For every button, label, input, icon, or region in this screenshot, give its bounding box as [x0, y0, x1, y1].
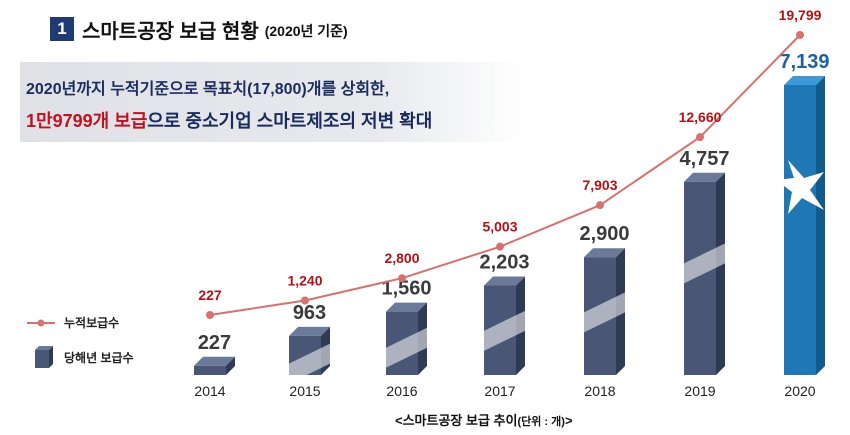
bar-top-2015 — [289, 326, 330, 336]
x-tick-label-2019: 2019 — [684, 383, 715, 399]
line-point-2016 — [398, 274, 406, 283]
legend-label-cumulative: 누적보급수 — [64, 316, 120, 330]
bar-label-2014: 227 — [198, 332, 231, 354]
line-point-2020 — [796, 31, 804, 39]
caption-close: > — [564, 413, 573, 428]
bar-label-2016: 1,560 — [381, 278, 431, 300]
highlight-rest: 으로 중소기업 스마트제조의 저변 확대 — [147, 111, 433, 131]
bar-top-2018 — [584, 248, 625, 258]
highlight-line-1: 2020년까지 누적기준으로 목표치(17,800)개를 상회한, — [26, 81, 390, 98]
bar-label-2019: 4,757 — [679, 148, 729, 170]
bar-label-2020: 7,139 — [779, 51, 829, 73]
bar-top-2014 — [194, 356, 235, 366]
legend: 누적보급수 당해년 보급수 — [26, 310, 166, 374]
line-label-2014: 227 — [198, 287, 222, 303]
highlight-box — [20, 62, 525, 142]
line-point-2019 — [696, 133, 704, 142]
bar-label-2018: 2,900 — [579, 223, 629, 245]
bar-top-2017 — [484, 276, 525, 286]
line-label-2016: 2,800 — [384, 250, 419, 266]
line-point-2014 — [206, 311, 214, 319]
x-tick-label-2017: 2017 — [484, 383, 515, 399]
x-tick-label-2014: 2014 — [194, 383, 225, 399]
bar-2020 — [784, 85, 816, 375]
bar-label-2017: 2,203 — [479, 252, 529, 274]
line-label-2017: 5,003 — [482, 219, 517, 235]
line-point-2018 — [596, 201, 604, 210]
bar-band-2017 — [484, 310, 525, 351]
line-label-2020: 19,799 — [779, 7, 822, 23]
legend-item-cumulative: 누적보급수 — [26, 314, 119, 331]
line-point-2015 — [301, 296, 309, 305]
bar-side-2019 — [716, 172, 725, 375]
caption-main: <스마트공장 보급 추이 — [395, 413, 518, 428]
highlight-emphasis: 1만9799개 보급 — [26, 111, 148, 131]
highlight-line-2: 1만9799개 보급으로 중소기업 스마트제조의 저변 확대 — [26, 107, 432, 133]
bar-star-2020 — [776, 160, 824, 214]
bar-band-2015 — [289, 343, 330, 384]
x-tick-label-2015: 2015 — [289, 383, 320, 399]
bar-top-2019 — [684, 172, 725, 182]
section-number-badge: 1 — [50, 17, 74, 41]
line-label-2018: 7,903 — [582, 177, 617, 193]
legend-item-annual: 당해년 보급수 — [26, 344, 134, 370]
bar-side-2020 — [816, 76, 825, 375]
x-tick-label-2016: 2016 — [386, 383, 417, 399]
x-tick-label-2020: 2020 — [784, 383, 815, 399]
legend-label-annual: 당해년 보급수 — [64, 350, 134, 365]
section-header: 1 스마트공장 보급 현황 (2020년 기준) — [50, 12, 348, 46]
bar-side-2014 — [226, 356, 235, 375]
bar-top-2020 — [784, 76, 825, 85]
line-point-2017 — [496, 242, 504, 251]
bar-2014 — [194, 365, 226, 375]
bar-top-2016 — [386, 302, 427, 312]
legend-bar-marker — [35, 346, 53, 368]
chart-caption: <스마트공장 보급 추이(단위 : 개)> — [395, 410, 573, 429]
bar-band-2018 — [584, 292, 625, 333]
bar-band-2019 — [684, 243, 725, 284]
line-label-2019: 12,660 — [679, 109, 722, 125]
legend-line-marker — [27, 319, 55, 326]
bar-label-2015: 963 — [293, 302, 326, 324]
page-subtitle: (2020년 기준) — [264, 23, 348, 39]
caption-unit: (단위 : 개) — [517, 416, 565, 428]
bar-band-2016 — [386, 327, 427, 368]
page-title: 스마트공장 보급 현황 — [82, 20, 259, 43]
x-tick-label-2018: 2018 — [584, 383, 615, 399]
line-label-2015: 1,240 — [287, 273, 322, 289]
